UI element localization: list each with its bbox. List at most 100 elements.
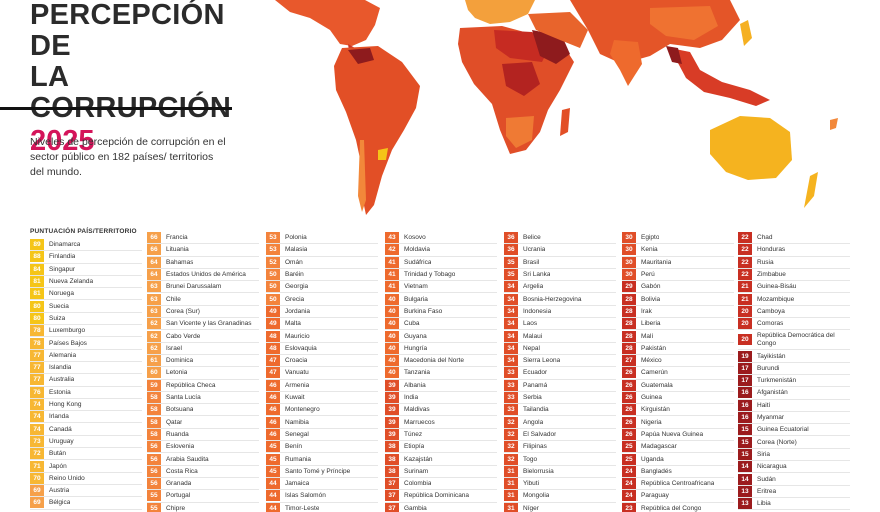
- country-row: 53 Malasia: [266, 244, 378, 257]
- country-row: 40 Macedonia del Norte: [385, 355, 497, 368]
- country-row: 46 Kuwait: [266, 392, 378, 405]
- score-badge: 14: [738, 461, 752, 473]
- country-name: Moldavia: [404, 246, 431, 254]
- table-header: PUNTUACIÓN PAÍS/TERRITORIO: [30, 228, 137, 235]
- country-row: 50 Georgia: [266, 281, 378, 294]
- country-row: 78 Luxemburgo: [30, 325, 142, 338]
- country-name: Serbia: [523, 394, 542, 402]
- country-name: Sudáfrica: [404, 258, 432, 266]
- score-badge: 21: [738, 281, 752, 293]
- country-name: Armenia: [285, 381, 310, 389]
- score-badge: 52: [266, 256, 280, 268]
- score-badge: 69: [30, 485, 44, 497]
- country-name: Kuwait: [285, 394, 305, 402]
- score-badge: 69: [30, 497, 44, 509]
- country-name: Jordania: [285, 307, 310, 315]
- score-badge: 49: [266, 318, 280, 330]
- score-badge: 81: [30, 276, 44, 288]
- country-name: Bolivia: [641, 295, 661, 303]
- country-name: Kenia: [641, 246, 658, 254]
- score-badge: 64: [147, 269, 161, 281]
- score-badge: 66: [147, 244, 161, 256]
- country-row: 76 Estonia: [30, 386, 142, 399]
- country-name: Rumania: [285, 455, 312, 463]
- score-badge: 30: [622, 232, 636, 244]
- score-badge: 58: [147, 416, 161, 428]
- country-row: 49 Jordania: [266, 305, 378, 319]
- map-central-africa: [502, 62, 540, 96]
- country-row: 61 Dominica: [147, 355, 259, 368]
- country-row: 80 Suecia: [30, 300, 142, 313]
- country-name: Bélgica: [49, 499, 71, 507]
- country-name: Australia: [49, 376, 75, 384]
- score-badge: 22: [738, 269, 752, 281]
- score-badge: 32: [504, 428, 518, 440]
- country-row: 45 Santo Tomé y Príncipe: [266, 465, 378, 478]
- country-row: 20 Camboya: [738, 305, 850, 319]
- country-row: 48 Eslovaquia: [266, 342, 378, 355]
- score-badge: 33: [504, 379, 518, 391]
- score-badge: 37: [385, 502, 399, 512]
- country-name: Arabia Saudita: [166, 455, 209, 463]
- country-name: Pakistán: [641, 344, 666, 352]
- score-badge: 88: [30, 251, 44, 263]
- score-badge: 38: [385, 453, 399, 465]
- score-badge: 60: [147, 367, 161, 379]
- country-row: 15 Guinea Ecuatorial: [738, 424, 850, 437]
- country-row: 71 Japón: [30, 460, 142, 473]
- country-row: 32 Angola: [504, 416, 616, 429]
- country-row: 64 Estados Unidos de América: [147, 269, 259, 282]
- score-badge: 46: [266, 392, 280, 404]
- score-badge: 26: [622, 379, 636, 391]
- country-row: 32 El Salvador: [504, 428, 616, 442]
- map-india: [610, 40, 642, 86]
- country-name: Guatemala: [641, 381, 673, 389]
- country-name: Estados Unidos de América: [166, 271, 246, 279]
- map-japan: [740, 20, 752, 46]
- country-row: 26 Camerún: [622, 367, 734, 380]
- score-badge: 44: [266, 478, 280, 490]
- score-badge: 47: [266, 355, 280, 367]
- country-name: Filipinas: [523, 443, 547, 451]
- score-badge: 56: [147, 453, 161, 465]
- country-row: 58 Santa Lucía: [147, 392, 259, 405]
- country-name: Croacia: [285, 357, 308, 365]
- country-name: Tailandia: [523, 406, 549, 414]
- score-badge: 77: [30, 349, 44, 361]
- country-name: Granada: [166, 480, 192, 488]
- country-row: 22 Honduras: [738, 244, 850, 257]
- country-row: 44 Islas Salomón: [266, 490, 378, 503]
- country-row: 26 Papúa Nueva Guinea: [622, 428, 734, 442]
- country-name: Rusia: [757, 258, 774, 266]
- country-name: Suiza: [49, 314, 66, 322]
- score-badge: 38: [385, 465, 399, 477]
- country-row: 34 Nepal: [504, 342, 616, 355]
- country-row: 28 Malí: [622, 330, 734, 343]
- country-name: Países Bajos: [49, 339, 87, 347]
- score-badge: 74: [30, 411, 44, 423]
- country-row: 46 Armenia: [266, 379, 378, 392]
- country-name: Colombia: [404, 480, 432, 488]
- score-badge: 17: [738, 362, 752, 374]
- country-name: Ucrania: [523, 246, 546, 254]
- country-name: Dominica: [166, 357, 194, 365]
- score-badge: 31: [504, 465, 518, 477]
- country-name: India: [404, 394, 419, 402]
- country-name: Cabo Verde: [166, 332, 201, 340]
- score-badge: 40: [385, 355, 399, 367]
- score-badge: 66: [147, 232, 161, 244]
- score-badge: 72: [30, 448, 44, 460]
- score-badge: 55: [147, 490, 161, 502]
- country-row: 38 Kazajstán: [385, 453, 497, 466]
- country-name: Noruega: [49, 290, 74, 298]
- country-name: Cuba: [404, 320, 420, 328]
- score-badge: 56: [147, 478, 161, 490]
- country-name: Grecia: [285, 295, 305, 303]
- score-badge: 37: [385, 478, 399, 490]
- country-row: 38 Etiopía: [385, 441, 497, 454]
- score-badge: 25: [622, 453, 636, 465]
- country-name: Dinamarca: [49, 241, 81, 249]
- score-badge: 28: [622, 293, 636, 305]
- score-badge: 26: [622, 416, 636, 428]
- map-southern-africa: [506, 116, 534, 148]
